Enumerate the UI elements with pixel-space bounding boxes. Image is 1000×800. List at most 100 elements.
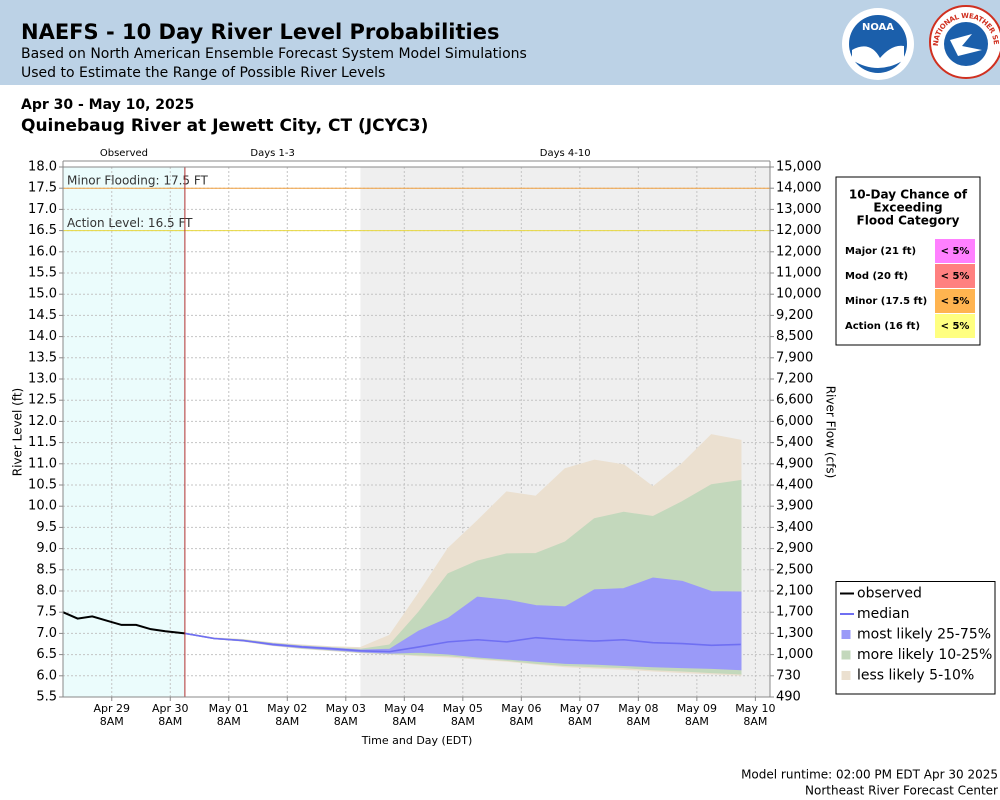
y2-tick-label: 11,000: [776, 266, 822, 281]
flood-table-title: Flood Category: [857, 214, 960, 228]
threshold-label: Minor Flooding: 17.5 FT: [67, 174, 209, 188]
x-tick-label: 8AM: [100, 715, 124, 728]
probability-band: [184, 577, 742, 671]
y2-tick-label: 14,000: [776, 181, 822, 196]
logo-text: NOAA: [862, 22, 894, 33]
y2-tick-label: 10,000: [776, 287, 822, 302]
chart-title: Quinebaug River at Jewett City, CT (JCYC…: [21, 116, 428, 136]
x-tick-label: Apr 30: [152, 702, 189, 715]
x-tick-label: 8AM: [626, 715, 650, 728]
x-tick-label: 8AM: [392, 715, 416, 728]
x-tick-label: 8AM: [451, 715, 475, 728]
y2-tick-label: 2,100: [776, 584, 813, 599]
y2-tick-label: 15,000: [776, 160, 822, 175]
flood-table-title: Exceeding: [873, 201, 942, 215]
y-tick-label: 14.0: [28, 329, 57, 344]
x-tick-label: 8AM: [685, 715, 709, 728]
threshold-label: Action Level: 16.5 FT: [67, 216, 193, 230]
flood-chance: < 5%: [941, 271, 970, 282]
y2-tick-label: 1,300: [776, 626, 813, 641]
flood-chance-cell: [935, 264, 975, 288]
y2-tick-label: 1,000: [776, 647, 813, 662]
y-tick-label: 16.0: [28, 244, 57, 259]
y-tick-label: 7.5: [36, 605, 57, 620]
x-tick-label: May 09: [677, 702, 717, 715]
x-tick-label: May 07: [560, 702, 600, 715]
flood-category-label: Action (16 ft): [845, 321, 920, 332]
legend-swatch: [841, 650, 851, 660]
y2-tick-label: 2,500: [776, 562, 813, 577]
flood-category-label: Minor (17.5 ft): [845, 296, 927, 307]
legend-box: [835, 581, 996, 695]
x-tick-label: 8AM: [334, 715, 358, 728]
y2-tick-label: 4,900: [776, 456, 813, 471]
y-tick-label: 11.5: [28, 435, 57, 450]
flood-table-title: 10-Day Chance of: [849, 188, 968, 202]
y2-tick-label: 6,000: [776, 414, 813, 429]
y-tick-label: 15.0: [28, 287, 57, 302]
y2-tick-label: 6,600: [776, 393, 813, 408]
header-title: NAEFS - 10 Day River Level Probabilities: [21, 20, 500, 44]
y2-tick-label: 9,200: [776, 308, 813, 323]
y-tick-label: 6.5: [36, 647, 57, 662]
y-tick-label: 5.5: [36, 690, 57, 705]
period-background: [184, 167, 361, 697]
period-background: [63, 167, 185, 697]
legend-swatch: [841, 630, 851, 639]
x-tick-label: May 08: [618, 702, 658, 715]
y-tick-label: 13.0: [28, 372, 57, 387]
y-tick-label: 9.5: [36, 520, 57, 535]
logo-cloud: [950, 34, 982, 56]
y2-tick-label: 3,900: [776, 499, 813, 514]
period-label: Days 4-10: [540, 148, 591, 159]
y-tick-label: 8.0: [36, 584, 57, 599]
x-tick-label: May 10: [735, 702, 775, 715]
noaa-logo: NOAA: [842, 8, 914, 80]
flood-chance-cell: [935, 289, 975, 313]
header-band: [0, 0, 1000, 85]
y-tick-label: 7.0: [36, 626, 57, 641]
footer-runtime: Model runtime: 02:00 PM EDT Apr 30 2025: [741, 768, 998, 782]
y-tick-label: 17.5: [28, 181, 57, 196]
y-tick-label: 10.5: [28, 478, 57, 493]
x-tick-label: May 03: [326, 702, 366, 715]
y-tick-label: 17.0: [28, 202, 57, 217]
legend-label: more likely 10-25%: [857, 647, 992, 663]
y2-tick-label: 3,400: [776, 520, 813, 535]
x-axis-label: Time and Day (EDT): [361, 734, 473, 747]
flood-category-label: Mod (20 ft): [845, 271, 908, 282]
y-tick-label: 9.0: [36, 541, 57, 556]
y-tick-label: 13.5: [28, 350, 57, 365]
x-tick-label: May 06: [501, 702, 541, 715]
x-tick-label: 8AM: [509, 715, 533, 728]
y2-tick-label: 7,900: [776, 350, 813, 365]
y-tick-label: 8.5: [36, 562, 57, 577]
header-subtitle: Based on North American Ensemble Forecas…: [21, 46, 527, 62]
series-line: [184, 632, 741, 653]
plot-frame: [62, 166, 771, 698]
y-tick-label: 15.5: [28, 266, 57, 281]
y-tick-label: 14.5: [28, 308, 57, 323]
x-tick-label: May 01: [209, 702, 249, 715]
x-tick-label: May 05: [443, 702, 483, 715]
date-range: Apr 30 - May 10, 2025: [21, 97, 194, 113]
flood-chance-cell: [935, 239, 975, 263]
y2-tick-label: 8,500: [776, 329, 813, 344]
legend-label: observed: [857, 586, 922, 602]
y2-tick-label: 4,400: [776, 478, 813, 493]
period-label: Observed: [100, 148, 148, 159]
y2-tick-label: 730: [776, 668, 801, 683]
period-label: Days 1-3: [250, 148, 294, 159]
y2-tick-label: 7,200: [776, 372, 813, 387]
x-tick-label: Apr 29: [93, 702, 130, 715]
y2-tick-label: 490: [776, 690, 801, 705]
x-tick-label: 8AM: [158, 715, 182, 728]
y2-tick-label: 12,000: [776, 244, 822, 259]
y2-tick-label: 12,000: [776, 223, 822, 238]
legend-label: less likely 5-10%: [857, 668, 974, 684]
logo-bird: [852, 45, 904, 68]
flood-category-label: Major (21 ft): [845, 246, 916, 257]
y-axis-label: River Level (ft): [11, 388, 25, 476]
y2-tick-label: 2,900: [776, 541, 813, 556]
